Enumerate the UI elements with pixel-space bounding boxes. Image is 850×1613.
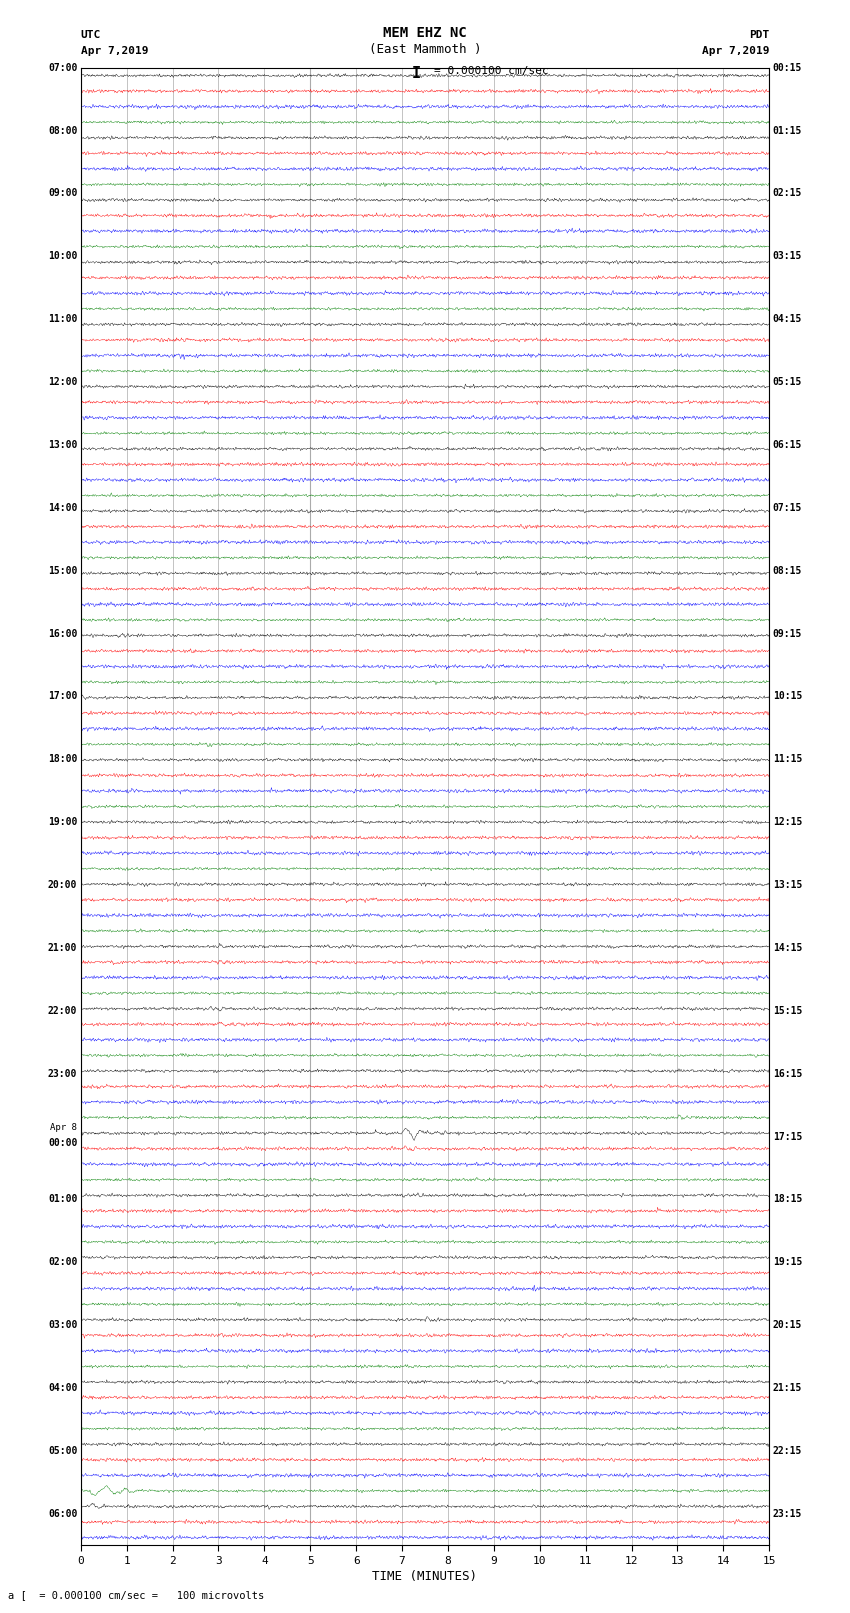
Text: Apr 7,2019: Apr 7,2019 bbox=[81, 47, 148, 56]
Text: 01:15: 01:15 bbox=[773, 126, 802, 135]
Text: 13:00: 13:00 bbox=[48, 440, 77, 450]
Text: 09:15: 09:15 bbox=[773, 629, 802, 639]
Text: 22:15: 22:15 bbox=[773, 1445, 802, 1457]
Text: 10:00: 10:00 bbox=[48, 252, 77, 261]
Text: 22:00: 22:00 bbox=[48, 1007, 77, 1016]
Text: 21:00: 21:00 bbox=[48, 944, 77, 953]
Text: 21:15: 21:15 bbox=[773, 1382, 802, 1394]
Text: a [  = 0.000100 cm/sec =   100 microvolts: a [ = 0.000100 cm/sec = 100 microvolts bbox=[8, 1590, 264, 1600]
X-axis label: TIME (MINUTES): TIME (MINUTES) bbox=[372, 1569, 478, 1582]
Text: 03:15: 03:15 bbox=[773, 252, 802, 261]
Text: I: I bbox=[412, 66, 421, 81]
Text: 00:00: 00:00 bbox=[48, 1139, 77, 1148]
Text: Apr 8: Apr 8 bbox=[50, 1123, 77, 1132]
Text: 06:15: 06:15 bbox=[773, 440, 802, 450]
Text: = 0.000100 cm/sec: = 0.000100 cm/sec bbox=[434, 66, 548, 76]
Text: UTC: UTC bbox=[81, 31, 101, 40]
Text: 09:00: 09:00 bbox=[48, 189, 77, 198]
Text: 02:00: 02:00 bbox=[48, 1257, 77, 1268]
Text: 02:15: 02:15 bbox=[773, 189, 802, 198]
Text: 03:00: 03:00 bbox=[48, 1319, 77, 1331]
Text: 20:15: 20:15 bbox=[773, 1319, 802, 1331]
Text: 08:15: 08:15 bbox=[773, 566, 802, 576]
Text: 10:15: 10:15 bbox=[773, 692, 802, 702]
Text: 20:00: 20:00 bbox=[48, 881, 77, 890]
Text: 12:00: 12:00 bbox=[48, 377, 77, 387]
Text: 08:00: 08:00 bbox=[48, 126, 77, 135]
Text: 05:15: 05:15 bbox=[773, 377, 802, 387]
Text: 15:00: 15:00 bbox=[48, 566, 77, 576]
Text: 11:15: 11:15 bbox=[773, 755, 802, 765]
Text: 00:15: 00:15 bbox=[773, 63, 802, 73]
Text: 04:15: 04:15 bbox=[773, 315, 802, 324]
Text: 13:15: 13:15 bbox=[773, 881, 802, 890]
Text: 19:00: 19:00 bbox=[48, 818, 77, 827]
Text: 11:00: 11:00 bbox=[48, 315, 77, 324]
Text: 14:15: 14:15 bbox=[773, 944, 802, 953]
Text: Apr 7,2019: Apr 7,2019 bbox=[702, 47, 769, 56]
Text: 05:00: 05:00 bbox=[48, 1445, 77, 1457]
Text: 23:00: 23:00 bbox=[48, 1069, 77, 1079]
Text: MEM EHZ NC: MEM EHZ NC bbox=[383, 26, 467, 40]
Text: 07:00: 07:00 bbox=[48, 63, 77, 73]
Text: 07:15: 07:15 bbox=[773, 503, 802, 513]
Text: 18:00: 18:00 bbox=[48, 755, 77, 765]
Text: 01:00: 01:00 bbox=[48, 1195, 77, 1205]
Text: PDT: PDT bbox=[749, 31, 769, 40]
Text: 04:00: 04:00 bbox=[48, 1382, 77, 1394]
Text: 16:00: 16:00 bbox=[48, 629, 77, 639]
Text: 18:15: 18:15 bbox=[773, 1195, 802, 1205]
Text: 12:15: 12:15 bbox=[773, 818, 802, 827]
Text: 17:00: 17:00 bbox=[48, 692, 77, 702]
Text: 06:00: 06:00 bbox=[48, 1508, 77, 1519]
Text: 19:15: 19:15 bbox=[773, 1257, 802, 1268]
Text: (East Mammoth ): (East Mammoth ) bbox=[369, 44, 481, 56]
Text: 23:15: 23:15 bbox=[773, 1508, 802, 1519]
Text: 16:15: 16:15 bbox=[773, 1069, 802, 1079]
Text: 15:15: 15:15 bbox=[773, 1007, 802, 1016]
Text: 14:00: 14:00 bbox=[48, 503, 77, 513]
Text: 17:15: 17:15 bbox=[773, 1132, 802, 1142]
